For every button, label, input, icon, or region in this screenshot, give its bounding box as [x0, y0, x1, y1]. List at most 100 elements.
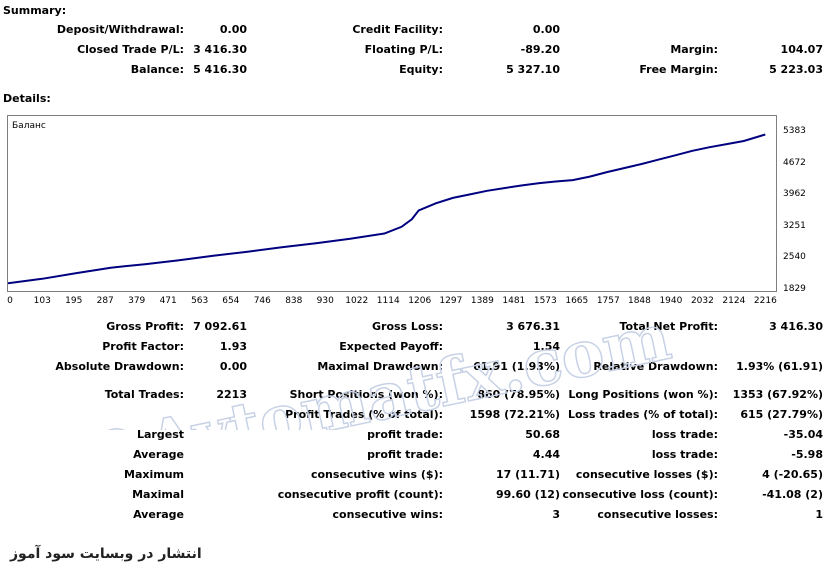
largest-profit-label: profit trade: — [367, 428, 443, 441]
absolute-drawdown-label: Absolute Drawdown: — [55, 360, 184, 373]
relative-drawdown-label: Relative Drawdown: — [593, 360, 718, 373]
relative-drawdown-value: 1.93% (61.91) — [736, 360, 823, 373]
average-loss-label: loss trade: — [651, 448, 718, 461]
y-tick-label: 1829 — [783, 284, 806, 294]
balance-value: 5 416.30 — [193, 63, 247, 76]
maximal-consecutive-loss-value: -41.08 (2) — [762, 488, 823, 501]
summary-heading: Summary: — [3, 4, 67, 17]
free-margin-label: Free Margin: — [639, 63, 718, 76]
x-tick-label: 1114 — [376, 296, 400, 306]
short-positions-value: 860 (78.95%) — [477, 388, 560, 401]
x-tick-label: 1757 — [596, 296, 620, 306]
expected-payoff-value: 1.54 — [532, 340, 560, 353]
x-tick-label: 654 — [222, 296, 240, 306]
x-tick-label: 563 — [191, 296, 209, 306]
x-tick-label: 1206 — [408, 296, 432, 306]
x-tick-label: 0 — [7, 296, 13, 306]
profit-trades-label: Profit Trades (% of total): — [285, 408, 443, 421]
maximal-consecutive-profit-label: consecutive profit (count): — [277, 488, 443, 501]
max-consecutive-wins-value: 17 (11.71) — [496, 468, 560, 481]
gross-profit-value: 7 092.61 — [193, 320, 247, 333]
x-tick-label: 1297 — [439, 296, 463, 306]
average-consecutive-label: Average — [133, 508, 184, 521]
equity-label: Equity: — [399, 63, 443, 76]
average-consecutive-wins-label: consecutive wins: — [332, 508, 443, 521]
margin-label: Margin: — [670, 43, 718, 56]
maximal-drawdown-value: 61.91 (1.93%) — [473, 360, 560, 373]
balance-line — [8, 133, 766, 285]
x-tick-label: 1389 — [470, 296, 494, 306]
gross-loss-label: Gross Loss: — [372, 320, 443, 333]
x-tick-label: 379 — [128, 296, 146, 306]
gross-profit-label: Gross Profit: — [106, 320, 184, 333]
max-consecutive-wins-label: consecutive wins ($): — [310, 468, 443, 481]
total-net-profit-label: Total Net Profit: — [619, 320, 719, 333]
margin-value: 104.07 — [780, 43, 823, 56]
profit-factor-label: Profit Factor: — [102, 340, 184, 353]
largest-loss-label: loss trade: — [651, 428, 718, 441]
profit-trades-value: 1598 (72.21%) — [469, 408, 560, 421]
average-consecutive-wins-value: 3 — [552, 508, 560, 521]
largest-profit-value: 50.68 — [525, 428, 560, 441]
x-tick-label: 2216 — [753, 296, 777, 306]
x-tick-label: 2124 — [722, 296, 746, 306]
average-consecutive-losses-value: 1 — [815, 508, 823, 521]
closed-trade-pl-label: Closed Trade P/L: — [77, 43, 184, 56]
chart-title: Баланс — [12, 121, 46, 131]
floating-pl-label: Floating P/L: — [364, 43, 443, 56]
equity-value: 5 327.10 — [506, 63, 560, 76]
total-net-profit-value: 3 416.30 — [769, 320, 823, 333]
absolute-drawdown-value: 0.00 — [219, 360, 247, 373]
maximal-label: Maximal — [132, 488, 184, 501]
total-trades-label: Total Trades: — [104, 388, 184, 401]
maximum-label: Maximum — [124, 468, 184, 481]
floating-pl-value: -89.20 — [520, 43, 560, 56]
x-tick-label: 1940 — [659, 296, 683, 306]
deposit-withdrawal-label: Deposit/Withdrawal: — [56, 23, 184, 36]
x-tick-label: 103 — [33, 296, 51, 306]
average-profit-label: profit trade: — [367, 448, 443, 461]
total-trades-value: 2213 — [216, 388, 247, 401]
y-tick-label: 2540 — [783, 252, 806, 263]
deposit-withdrawal-value: 0.00 — [219, 23, 247, 36]
x-tick-label: 930 — [316, 296, 334, 306]
y-tick-label: 5383 — [783, 126, 806, 136]
x-tick-label: 1665 — [565, 296, 589, 306]
credit-facility-label: Credit Facility: — [352, 23, 443, 36]
balance-chart-svg: Баланс — [8, 121, 766, 285]
x-tick-label: 1573 — [533, 296, 557, 306]
expected-payoff-label: Expected Payoff: — [339, 340, 443, 353]
maximal-consecutive-profit-value: 99.60 (12) — [496, 488, 560, 501]
max-consecutive-losses-label: consecutive losses ($): — [575, 468, 718, 481]
maximal-drawdown-label: Maximal Drawdown: — [317, 360, 443, 373]
largest-loss-value: -35.04 — [783, 428, 823, 441]
x-tick-label: 1022 — [345, 296, 369, 306]
footer-text: انتشار در وبسایت سود آموز — [10, 546, 202, 562]
long-positions-label: Long Positions (won %): — [568, 388, 718, 401]
details-heading: Details: — [3, 92, 51, 105]
loss-trades-value: 615 (27.79%) — [740, 408, 823, 421]
y-tick-label: 4672 — [783, 157, 806, 168]
x-tick-label: 195 — [65, 296, 83, 306]
credit-facility-value: 0.00 — [532, 23, 560, 36]
average-profit-value: 4.44 — [532, 448, 560, 461]
long-positions-value: 1353 (67.92%) — [732, 388, 823, 401]
balance-label: Balance: — [130, 63, 184, 76]
average-loss-value: -5.98 — [791, 448, 823, 461]
gross-loss-value: 3 676.31 — [506, 320, 560, 333]
average-consecutive-losses-label: consecutive losses: — [597, 508, 718, 521]
largest-label: Largest — [137, 428, 184, 441]
y-tick-label: 3251 — [783, 220, 806, 231]
x-tick-label: 746 — [253, 296, 271, 306]
x-tick-label: 287 — [96, 296, 114, 306]
profit-factor-value: 1.93 — [219, 340, 247, 353]
x-tick-label: 471 — [159, 296, 177, 306]
x-tick-label: 838 — [285, 296, 303, 306]
average-label: Average — [133, 448, 184, 461]
y-tick-label: 3962 — [783, 189, 806, 200]
balance-chart: Баланс — [7, 115, 777, 292]
short-positions-label: Short Positions (won %): — [289, 388, 443, 401]
loss-trades-label: Loss trades (% of total): — [567, 408, 718, 421]
x-tick-label: 2032 — [690, 296, 714, 306]
closed-trade-pl-value: 3 416.30 — [193, 43, 247, 56]
